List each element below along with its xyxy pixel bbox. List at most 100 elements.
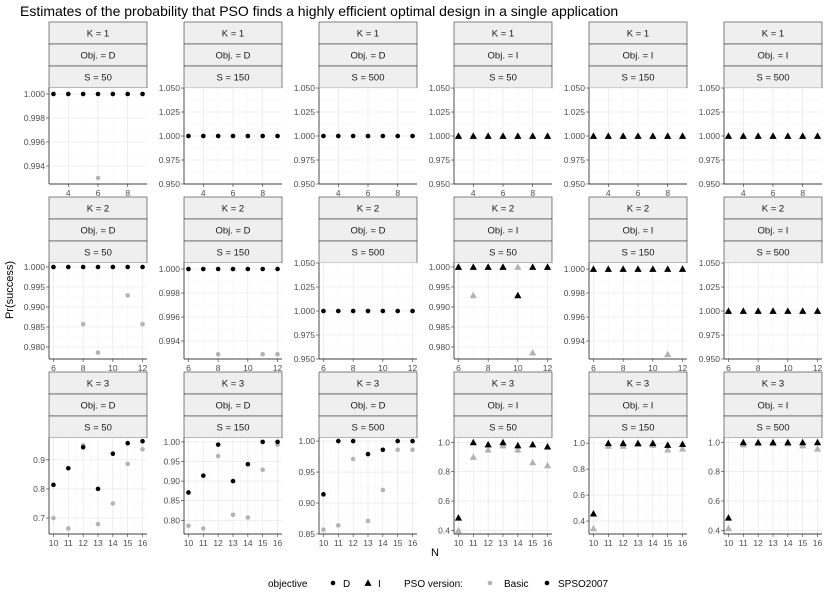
- point-spso2007: [395, 308, 400, 314]
- y-tick-label: 0.6: [708, 496, 720, 506]
- point-spso2007: [769, 438, 777, 446]
- point-spso2007: [664, 265, 672, 272]
- point-basic: [215, 453, 221, 459]
- point-spso2007: [543, 132, 552, 139]
- x-tick-label: 11: [739, 538, 748, 548]
- point-spso2007: [784, 438, 792, 446]
- x-tick-label: 14: [378, 538, 388, 548]
- point-spso2007: [678, 440, 687, 447]
- point-spso2007: [799, 132, 807, 139]
- point-spso2007: [110, 451, 116, 457]
- x-tick-label: 16: [408, 538, 418, 548]
- legend-pso-title: PSO version:: [404, 579, 463, 590]
- point-spso2007: [484, 263, 492, 270]
- x-tick-label: 13: [768, 538, 778, 548]
- y-tick-label: 1.0: [708, 437, 720, 447]
- x-tick-label: 11: [334, 538, 343, 548]
- point-spso2007: [140, 438, 145, 444]
- point-spso2007: [454, 132, 463, 139]
- y-tick-label: 1.025: [699, 107, 721, 117]
- point-basic: [813, 445, 822, 452]
- y-tick-label: 0.995: [429, 282, 451, 292]
- point-spso2007: [140, 91, 145, 97]
- x-tick-label: 6: [321, 363, 326, 373]
- point-spso2007: [649, 132, 657, 139]
- facet-strip-label: K = 2: [87, 204, 109, 215]
- y-tick-label: 1.00: [163, 437, 180, 447]
- y-tick-label: 0.994: [24, 161, 46, 171]
- point-spso2007: [350, 133, 356, 139]
- point-spso2007: [395, 438, 400, 444]
- point-spso2007: [380, 133, 386, 139]
- facet-strip-label: S = 500: [351, 73, 384, 84]
- point-spso2007: [754, 438, 762, 446]
- point-spso2007: [125, 91, 130, 97]
- x-tick-label: 6: [726, 363, 731, 373]
- point-spso2007: [499, 263, 507, 270]
- x-tick-label: 6: [366, 188, 371, 198]
- panel-grid: K = 1 Obj. = D S = 50 0.994 0.996 0.998 1.000 4…: [24, 21, 823, 548]
- facet-panel: K = 1 Obj. = D S = 150 0.950 0.975 1.000 1.025…: [159, 21, 283, 198]
- point-basic: [110, 501, 116, 506]
- y-tick-label: 1.025: [294, 107, 316, 117]
- y-tick-label: 0.994: [564, 336, 586, 346]
- x-tick-label: 8: [756, 363, 761, 373]
- legend-label-d: D: [343, 579, 350, 590]
- point-spso2007: [321, 133, 326, 139]
- point-spso2007: [275, 266, 280, 272]
- facet-panel: K = 3 Obj. = D S = 500 0.85 0.90 0.95 1.00 10 11…: [298, 371, 418, 548]
- point-spso2007: [799, 307, 807, 314]
- point-basic: [275, 351, 280, 357]
- point-basic: [529, 458, 537, 466]
- y-tick-label: 0.90: [163, 476, 180, 486]
- point-spso2007: [230, 133, 236, 139]
- facet-strip-label: K = 3: [222, 379, 244, 390]
- x-tick-label: 8: [621, 363, 626, 373]
- y-tick-label: 0.950: [699, 354, 721, 364]
- point-spso2007: [724, 307, 733, 314]
- point-spso2007: [514, 291, 522, 299]
- x-tick-label: 16: [813, 538, 823, 548]
- facet-strip-label: Obj. = D: [350, 401, 385, 412]
- y-tick-label: 1.050: [564, 83, 586, 93]
- point-spso2007: [499, 132, 507, 139]
- y-tick-label: 1.025: [699, 282, 721, 292]
- point-spso2007: [514, 441, 522, 449]
- x-tick-label: 10: [589, 538, 599, 548]
- point-spso2007: [350, 438, 356, 444]
- y-tick-label: 0.85: [298, 529, 315, 539]
- point-spso2007: [95, 91, 101, 97]
- y-tick-label: 1.050: [294, 83, 316, 93]
- point-spso2007: [678, 265, 687, 272]
- point-basic: [336, 523, 341, 528]
- point-spso2007: [769, 132, 777, 139]
- facet-strip-label: Obj. = I: [623, 226, 654, 237]
- x-tick-label: 15: [663, 538, 673, 548]
- facet-strip-label: S = 150: [216, 248, 249, 259]
- x-tick-label: 13: [633, 538, 643, 548]
- point-spso2007: [813, 307, 822, 314]
- point-spso2007: [529, 263, 537, 270]
- point-basic: [95, 175, 101, 181]
- facet-strip-label: Obj. = I: [623, 401, 654, 412]
- point-spso2007: [813, 132, 822, 139]
- facet-strip-label: K = 1: [222, 29, 244, 40]
- facet-strip-label: K = 3: [627, 379, 649, 390]
- y-tick-label: 0.8: [438, 467, 450, 477]
- point-spso2007: [784, 132, 792, 139]
- point-spso2007: [589, 510, 598, 517]
- point-spso2007: [649, 439, 657, 447]
- legend-key-triangle: [364, 579, 372, 586]
- point-spso2007: [245, 461, 251, 467]
- facet-strip-label: Obj. = D: [215, 401, 250, 412]
- x-tick-label: 12: [483, 538, 493, 548]
- point-spso2007: [529, 440, 537, 448]
- facet-panel: K = 2 Obj. = D S = 500 0.950 0.975 1.000 1.025…: [294, 196, 418, 373]
- y-tick-label: 0.996: [564, 312, 586, 322]
- y-tick-label: 0.998: [564, 288, 586, 298]
- x-tick-label: 8: [216, 363, 221, 373]
- x-tick-label: 4: [66, 188, 71, 198]
- point-basic: [95, 350, 101, 355]
- point-basic: [125, 461, 130, 467]
